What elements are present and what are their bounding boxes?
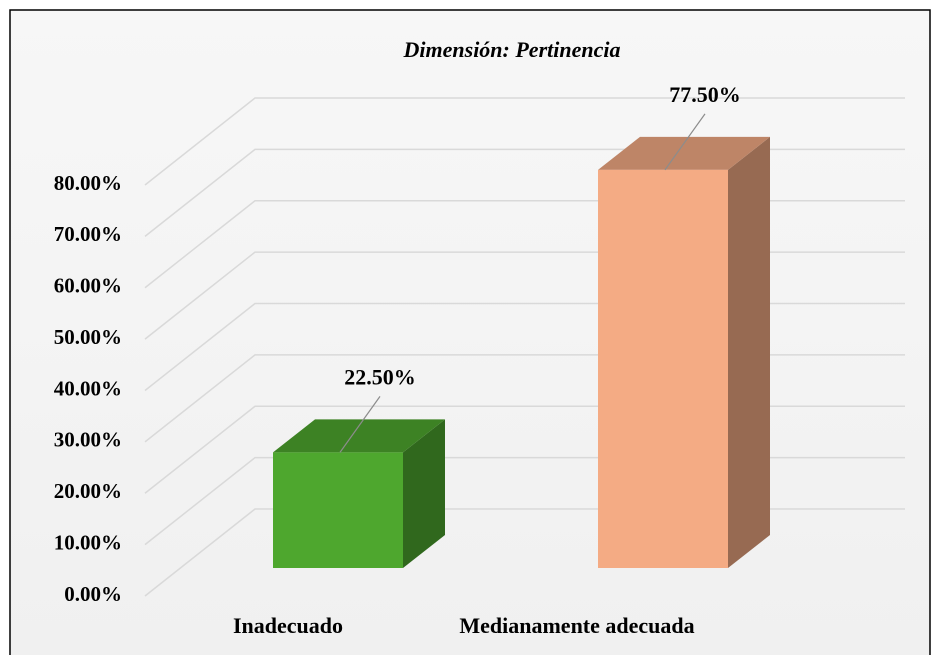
leader-line bbox=[664, 113, 706, 171]
y-tick-label: 10.00% bbox=[54, 530, 122, 554]
y-tick-label: 30.00% bbox=[54, 428, 122, 452]
bar-top bbox=[273, 419, 445, 453]
y-tick-label: 80.00% bbox=[54, 171, 122, 195]
y-tick-label: 20.00% bbox=[54, 479, 122, 503]
y-tick-label: 0.00% bbox=[64, 582, 122, 606]
bar-top bbox=[598, 136, 770, 170]
x-tick-label: Inadecuado bbox=[233, 613, 343, 638]
y-tick-label: 70.00% bbox=[54, 222, 122, 246]
bar-side bbox=[403, 419, 445, 568]
bar-front bbox=[273, 452, 403, 568]
bar-side bbox=[728, 136, 770, 568]
chart-title: Dimensión: Pertinencia bbox=[403, 37, 621, 62]
value-label: 22.50% bbox=[344, 364, 416, 389]
x-tick-label: Medianamente adecuada bbox=[459, 613, 694, 638]
y-tick-label: 40.00% bbox=[54, 376, 122, 400]
leader-line bbox=[339, 396, 381, 453]
bar-front bbox=[598, 169, 728, 568]
y-tick-label: 60.00% bbox=[54, 274, 122, 298]
y-tick-label: 50.00% bbox=[54, 325, 122, 349]
chart-frame bbox=[9, 9, 931, 655]
grid-line bbox=[144, 97, 905, 186]
value-label: 77.50% bbox=[669, 82, 741, 107]
